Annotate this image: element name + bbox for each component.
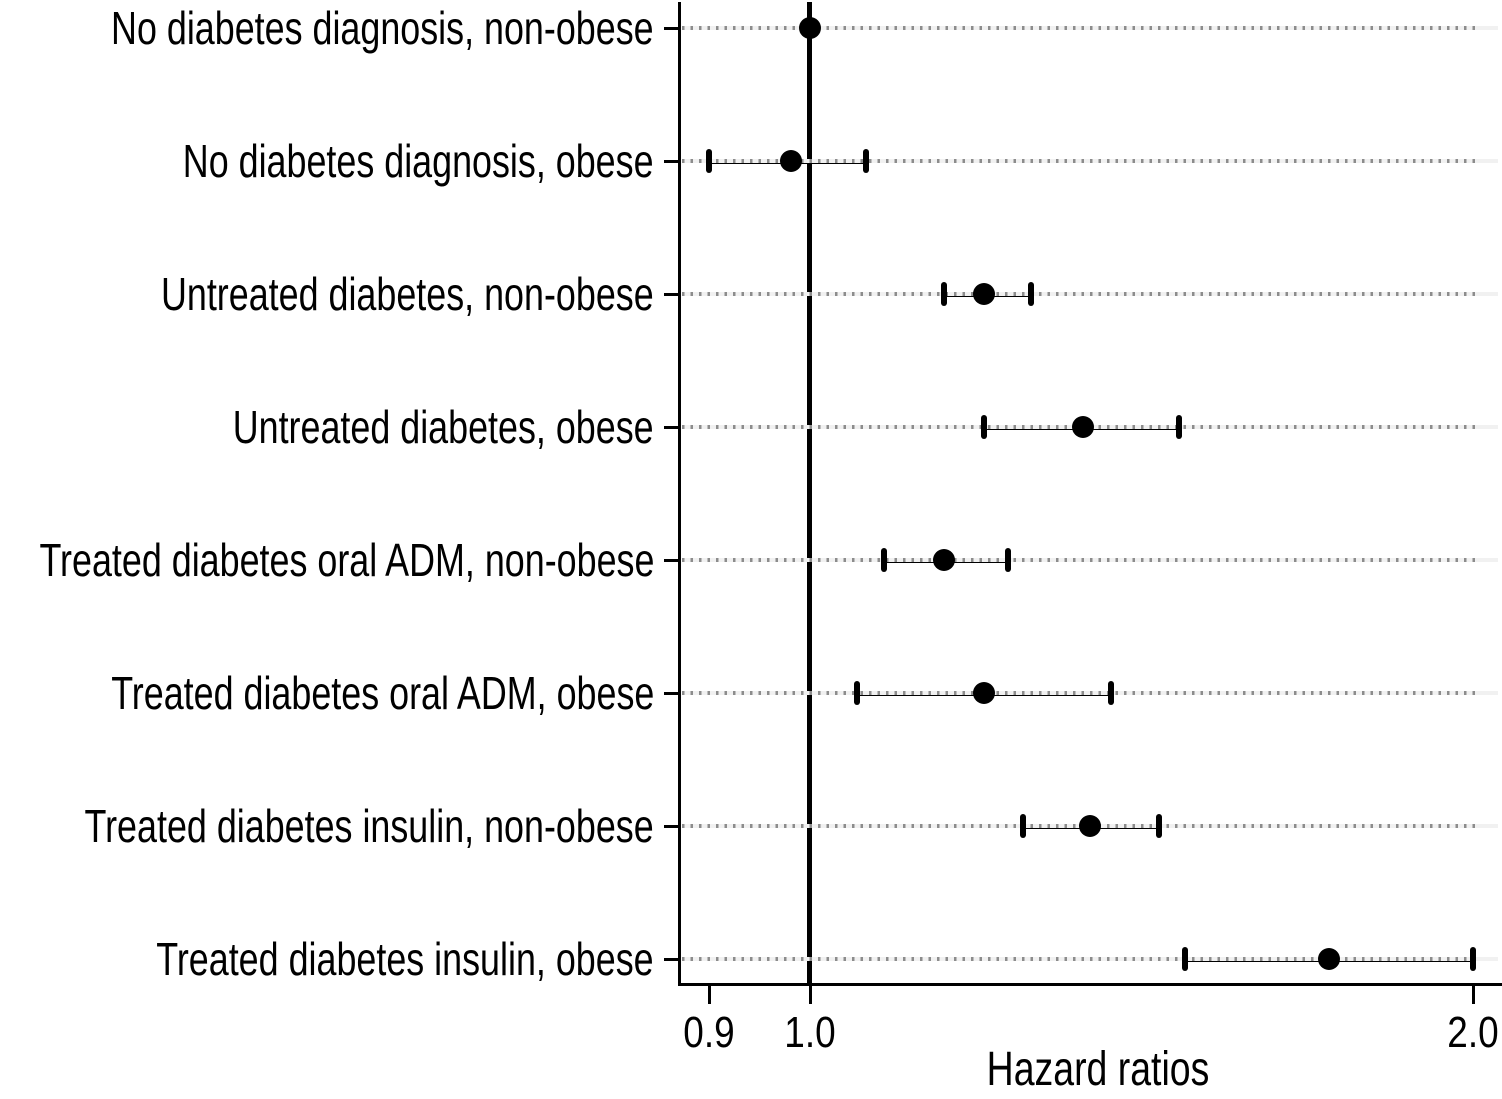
hr-point-marker (1071, 416, 1094, 438)
x-axis-title: Hazard ratios (986, 1043, 1210, 1096)
category-label: No diabetes diagnosis, non-obese (111, 2, 654, 54)
category-tick (664, 692, 680, 695)
gridline-dots (682, 957, 1477, 961)
category-label: Treated diabetes insulin, non-obese (84, 800, 654, 852)
x-axis-tick (1471, 984, 1475, 1004)
hr-point-marker (1078, 815, 1101, 837)
ci-cap-upper (862, 149, 869, 173)
category-tick (664, 160, 680, 163)
category-label: Untreated diabetes, non-obese (161, 268, 654, 320)
ci-cap-lower (853, 681, 860, 705)
x-axis-tick-label: 2.0 (1447, 1008, 1499, 1057)
hr-point-marker (973, 283, 996, 305)
y-axis-line (678, 2, 681, 983)
reference-line-hr-1 (807, 2, 812, 983)
ci-cap-upper (1155, 814, 1162, 838)
x-axis-tick-label: 1.0 (784, 1008, 836, 1057)
gridline-dots (682, 292, 1477, 296)
hr-point-marker (932, 549, 955, 571)
category-label: Treated diabetes oral ADM, obese (110, 667, 654, 719)
gridline-dots (682, 691, 1477, 695)
category-tick (664, 426, 680, 429)
ci-cap-upper (1028, 282, 1035, 306)
category-tick (664, 293, 680, 296)
ci-cap-upper (1175, 415, 1182, 439)
hr-point-marker (799, 17, 821, 39)
category-label: Treated diabetes insulin, obese (156, 933, 654, 985)
category-label: Untreated diabetes, obese (233, 401, 654, 453)
ci-cap-lower (706, 149, 713, 173)
x-axis-line (678, 983, 1502, 986)
category-tick (664, 559, 680, 562)
gridline-dots (682, 558, 1477, 562)
ci-cap-upper (1108, 681, 1115, 705)
gridline-dots (682, 159, 1477, 163)
ci-cap-lower (940, 282, 947, 306)
category-label: Treated diabetes oral ADM, non-obese (39, 534, 654, 586)
ci-cap-lower (1020, 814, 1027, 838)
category-tick (664, 27, 680, 30)
gridline-dots (682, 26, 1477, 30)
x-axis-tick (707, 984, 711, 1004)
ci-cap-upper (1470, 947, 1476, 971)
x-axis-tick-label: 0.9 (683, 1008, 735, 1057)
ci-cap-lower (981, 415, 988, 439)
category-tick (664, 958, 680, 961)
hr-point-marker (973, 682, 996, 704)
hr-point-marker (1317, 948, 1340, 970)
ci-cap-lower (880, 548, 887, 572)
category-tick (664, 825, 680, 828)
x-axis-tick (808, 984, 812, 1004)
ci-cap-upper (1005, 548, 1011, 572)
hr-point-marker (779, 150, 802, 172)
category-label: No diabetes diagnosis, obese (183, 135, 654, 187)
ci-cap-lower (1181, 947, 1188, 971)
